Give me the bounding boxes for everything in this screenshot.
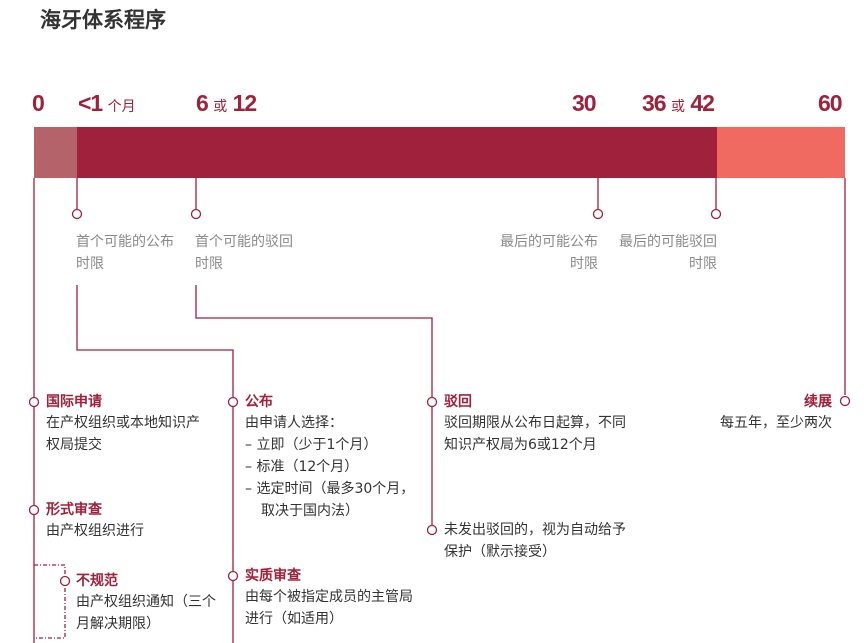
refusal-tacit-acceptance-note: 未发出驳回的，视为自动给予保护（默示接受） — [444, 522, 626, 560]
milestone-last-publication: 最后的可能公布时限 — [500, 234, 598, 272]
step-international-application: 国际申请 在产权组织或本地知识产权局提交 — [46, 394, 200, 453]
milestone-first-publication: 首个可能的公布时限 — [76, 234, 174, 272]
milestone-last-refusal: 最后的可能驳回时限 — [619, 234, 717, 272]
tick-30: 30 — [572, 90, 597, 116]
bar-segment-renewal — [717, 127, 845, 178]
bar-segment-main — [77, 127, 717, 178]
tick-1: <1 个月 — [78, 90, 136, 116]
tick-0: 0 — [32, 90, 45, 116]
step-renewal: 续展 每五年，至少两次 — [720, 394, 832, 431]
step-publication: 公布 由申请人选择： – 立即（少于1个月） – 标准（12个月） – 选定时间… — [245, 394, 415, 519]
tick-36-42: 36 或 42 — [642, 90, 715, 116]
page-title: 海牙体系程序 — [40, 8, 166, 32]
step-substantive-examination: 实质审查 由每个被指定成员的主管局进行（如适用） — [245, 568, 413, 627]
tick-60: 60 — [818, 90, 843, 116]
step-irregularity: 不规范 由产权组织通知（三个月解决期限） — [76, 573, 216, 632]
tick-6-12: 6 或 12 — [196, 90, 257, 116]
bar-segment-start — [34, 127, 77, 178]
step-formal-examination: 形式审查 由产权组织进行 — [46, 502, 144, 539]
step-refusal: 驳回 驳回期限从公布日起算，不同知识产权局为6或12个月 — [444, 394, 626, 453]
milestone-first-refusal: 首个可能的驳回时限 — [195, 234, 293, 272]
